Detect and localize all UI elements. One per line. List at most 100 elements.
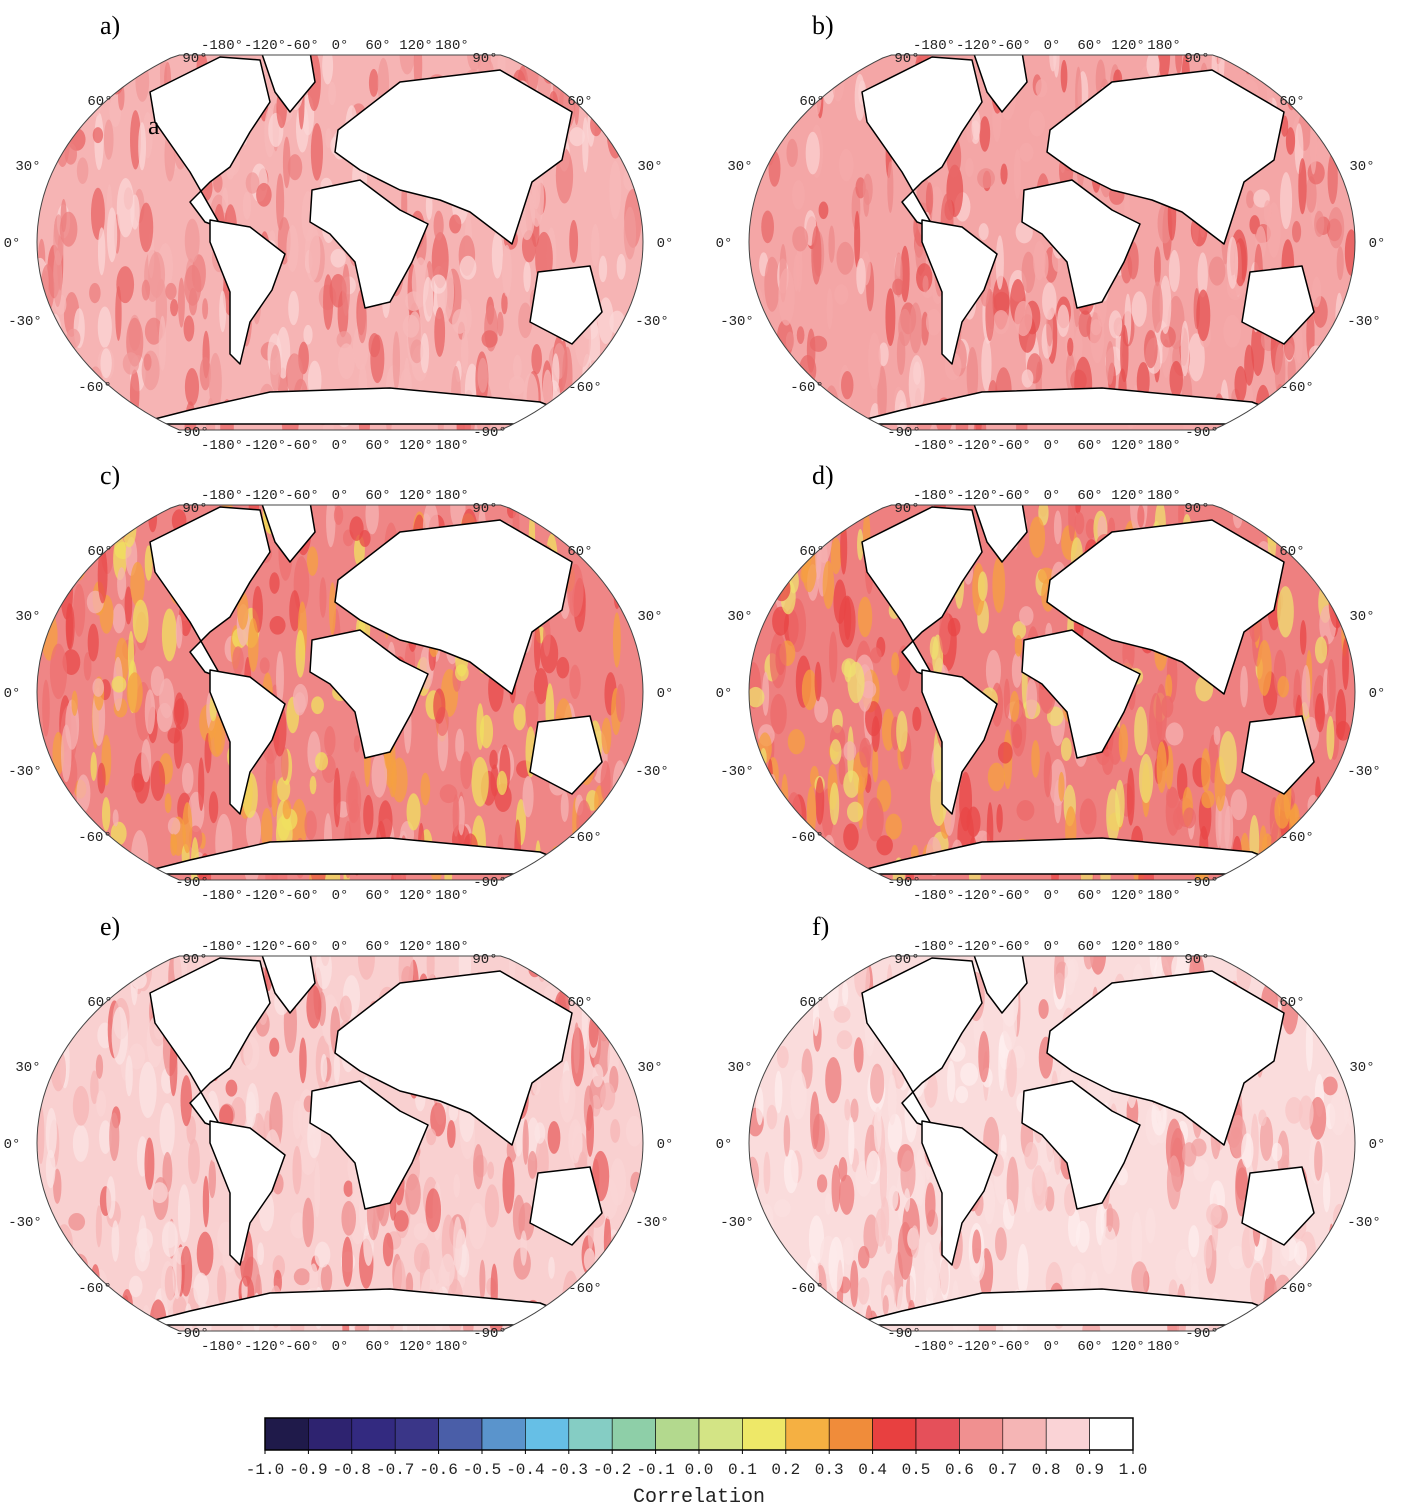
lat-label: 60° — [799, 995, 824, 1011]
correlation-patch — [925, 308, 942, 336]
correlation-patch — [1307, 794, 1320, 817]
correlation-patch — [95, 505, 103, 540]
correlation-patch — [425, 1188, 442, 1233]
colorbar-bin — [959, 1417, 1004, 1451]
correlation-patch — [582, 117, 589, 173]
correlation-patch — [1292, 220, 1302, 243]
map-panel — [37, 956, 643, 1331]
colorbar-tick-label: 0.8 — [1032, 1461, 1061, 1479]
correlation-patch — [131, 863, 139, 880]
lon-label: 120° — [1111, 38, 1145, 54]
pole-label: -90° — [473, 1326, 507, 1342]
correlation-patch — [1232, 505, 1243, 529]
correlation-patch — [985, 649, 1001, 692]
correlation-patch — [41, 997, 51, 1051]
correlation-patch — [103, 119, 114, 160]
correlation-patch — [1249, 859, 1256, 880]
correlation-patch — [70, 1253, 88, 1276]
colorbar-tick-label: -0.5 — [463, 1461, 501, 1479]
correlation-patch — [979, 116, 991, 152]
correlation-patch — [1161, 339, 1171, 378]
correlation-patch — [434, 307, 446, 357]
correlation-patch — [455, 728, 465, 762]
lon-label: -120° — [956, 939, 998, 955]
correlation-patch — [552, 851, 563, 871]
correlation-patch — [1342, 804, 1355, 833]
correlation-patch — [1075, 1220, 1090, 1253]
correlation-patch — [1299, 620, 1307, 655]
correlation-patch — [322, 55, 334, 85]
lon-label: -120° — [244, 888, 286, 904]
correlation-patch — [571, 1125, 583, 1162]
correlation-patch — [37, 862, 47, 880]
colorbar-bin — [1089, 1417, 1134, 1451]
panel-label: e) — [100, 912, 120, 941]
lon-label: 120° — [399, 1339, 433, 1355]
correlation-patch — [1301, 505, 1317, 529]
lon-label: 180° — [1147, 38, 1181, 54]
correlation-patch — [939, 608, 951, 656]
correlation-patch — [814, 661, 822, 702]
correlation-patch — [756, 534, 766, 561]
correlation-patch — [471, 756, 489, 807]
correlation-patch — [148, 251, 166, 298]
correlation-patch — [128, 1043, 146, 1070]
correlation-patch — [1057, 304, 1070, 337]
lat-label: -60° — [1280, 1281, 1314, 1297]
correlation-patch — [269, 572, 280, 594]
correlation-patch — [328, 81, 336, 106]
lon-label: -180° — [201, 38, 243, 54]
correlation-patch — [40, 264, 55, 313]
colorbar-tick-label: 1.0 — [1119, 1461, 1148, 1479]
correlation-patch — [1013, 148, 1022, 200]
correlation-patch — [1012, 621, 1027, 640]
correlation-patch — [770, 693, 787, 735]
correlation-patch — [405, 1173, 421, 1215]
correlation-patch — [1275, 55, 1291, 86]
pole-label: -90° — [887, 425, 921, 441]
correlation-patch — [1251, 956, 1267, 974]
correlation-patch — [752, 537, 767, 588]
correlation-patch — [759, 839, 772, 880]
correlation-patch — [1295, 55, 1309, 93]
lon-label: -60° — [285, 939, 319, 955]
correlation-patch — [144, 545, 153, 581]
correlation-patch — [838, 756, 846, 785]
pole-label: -90° — [473, 425, 507, 441]
correlation-patch — [1279, 1241, 1290, 1267]
correlation-patch — [834, 284, 849, 305]
correlation-patch — [167, 817, 181, 835]
correlation-patch — [1240, 665, 1248, 708]
correlation-patch — [1327, 152, 1338, 205]
correlation-patch — [191, 254, 206, 293]
correlation-patch — [457, 795, 465, 836]
correlation-patch — [612, 612, 621, 668]
correlation-patch — [116, 266, 135, 304]
correlation-patch — [551, 855, 567, 877]
correlation-patch — [767, 773, 777, 808]
correlation-patch — [50, 800, 66, 818]
lat-label: -30° — [1347, 1215, 1381, 1231]
correlation-patch — [1257, 639, 1272, 696]
correlation-patch — [508, 956, 516, 984]
correlation-patch — [561, 956, 570, 983]
correlation-patch — [127, 630, 135, 680]
correlation-patch — [141, 739, 152, 783]
correlation-patch — [1083, 956, 1094, 970]
correlation-patch — [1168, 249, 1180, 293]
correlation-patch — [1014, 300, 1033, 337]
correlation-patch — [423, 276, 434, 322]
correlation-patch — [150, 760, 166, 802]
correlation-patch — [850, 1260, 859, 1308]
correlation-patch — [1301, 665, 1311, 717]
lon-label: -120° — [244, 1339, 286, 1355]
correlation-patch — [1330, 826, 1344, 864]
correlation-patch — [909, 302, 923, 354]
correlation-patch — [846, 801, 864, 823]
correlation-patch — [382, 1232, 394, 1267]
correlation-patch — [1322, 1076, 1338, 1096]
correlation-patch — [887, 1074, 897, 1126]
correlation-patch — [1298, 1095, 1314, 1131]
correlation-patch — [817, 956, 827, 1001]
correlation-patch — [453, 1174, 460, 1198]
